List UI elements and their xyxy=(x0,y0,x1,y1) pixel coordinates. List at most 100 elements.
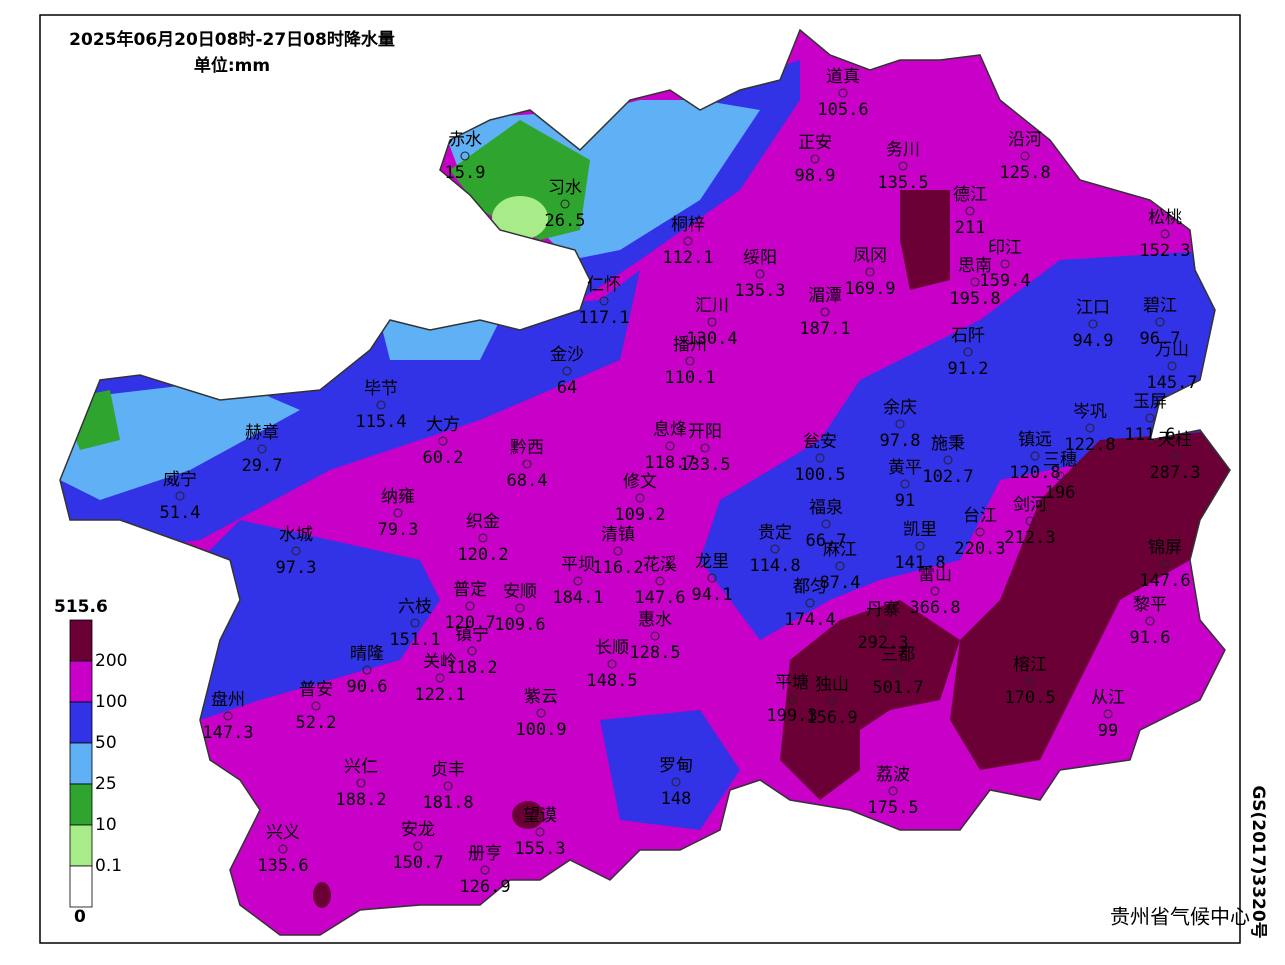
station-value: 187.1 xyxy=(799,319,850,339)
station-value: 120.8 xyxy=(1009,463,1060,483)
zone-200 xyxy=(900,190,950,290)
station-value: 181.8 xyxy=(422,793,473,813)
station-name: 黄平 xyxy=(888,458,922,478)
station-value: 52.2 xyxy=(296,713,337,733)
station-name: 沿河 xyxy=(1008,130,1042,150)
station-name: 望谟 xyxy=(523,806,557,826)
station-marker xyxy=(599,296,609,306)
station-name: 盘州 xyxy=(211,690,245,710)
station-name: 长顺 xyxy=(595,638,629,658)
station-name: 纳雍 xyxy=(381,487,415,507)
legend-level: 100 xyxy=(95,692,127,712)
station-marker xyxy=(1160,229,1170,239)
station-name: 湄潭 xyxy=(808,286,842,306)
station-marker xyxy=(1030,451,1040,461)
station-name: 丹寨 xyxy=(866,600,900,620)
station-marker xyxy=(515,603,525,613)
legend-max: 515.6 xyxy=(54,597,108,617)
station-name: 紫云 xyxy=(524,687,558,707)
station-marker xyxy=(1085,423,1095,433)
station-name: 凤冈 xyxy=(853,246,887,266)
station-marker xyxy=(700,443,710,453)
station-value: 155.3 xyxy=(514,839,565,859)
legend-swatch xyxy=(69,742,93,785)
station-value: 109.2 xyxy=(614,505,665,525)
station-value: 51.4 xyxy=(160,503,201,523)
station-value: 114.8 xyxy=(749,556,800,576)
station-name: 松桃 xyxy=(1148,208,1182,228)
legend: 515.6 200 100 50 25 10 0.1 0 xyxy=(54,597,127,927)
station-name: 雷山 xyxy=(918,565,952,585)
station-name: 施秉 xyxy=(931,434,965,454)
station-name: 汇川 xyxy=(695,296,729,316)
station-value: 212.3 xyxy=(1004,528,1055,548)
station-value: 102.7 xyxy=(922,467,973,487)
station-name: 息烽 xyxy=(653,420,687,440)
legend-swatch xyxy=(69,660,93,703)
station-marker xyxy=(835,561,845,571)
legend-level: 25 xyxy=(95,774,117,794)
station-marker xyxy=(1160,559,1170,569)
station-name: 荔波 xyxy=(876,765,910,785)
station-name: 织金 xyxy=(466,512,500,532)
station-value: 184.1 xyxy=(552,588,603,608)
station-marker xyxy=(362,665,372,675)
zone-01 xyxy=(492,196,548,240)
station-value: 159.4 xyxy=(979,271,1030,291)
station-name: 正安 xyxy=(798,133,832,153)
station-name: 赤水 xyxy=(448,130,482,150)
station-marker xyxy=(465,601,475,611)
station-name: 碧江 xyxy=(1143,296,1177,316)
legend-swatch xyxy=(69,865,93,908)
station-value: 147.6 xyxy=(1139,571,1190,591)
station-name: 仁怀 xyxy=(587,275,621,295)
station-name: 安龙 xyxy=(401,820,435,840)
station-marker xyxy=(573,576,583,586)
station-value: 141.8 xyxy=(894,553,945,573)
station-marker xyxy=(827,696,837,706)
station-value: 148 xyxy=(661,789,692,809)
station-marker xyxy=(438,436,448,446)
station-value: 97.3 xyxy=(276,558,317,578)
station-name: 江口 xyxy=(1076,298,1110,318)
station-marker xyxy=(975,527,985,537)
station-name: 岑巩 xyxy=(1073,402,1107,422)
station-name: 关岭 xyxy=(423,652,457,672)
station-name: 道真 xyxy=(826,67,860,87)
station-name: 兴义 xyxy=(266,823,300,843)
station-marker xyxy=(893,666,903,676)
station-name: 金沙 xyxy=(550,345,584,365)
station-marker xyxy=(376,400,386,410)
station-marker xyxy=(480,865,490,875)
station-marker xyxy=(1167,361,1177,371)
station-value: 94.1 xyxy=(692,585,733,605)
legend-swatch xyxy=(69,619,93,662)
station-marker xyxy=(865,267,875,277)
station-value: 174.4 xyxy=(784,610,835,630)
station-marker xyxy=(965,206,975,216)
station-name: 榕江 xyxy=(1013,655,1047,675)
station-marker xyxy=(895,419,905,429)
station-marker xyxy=(410,618,420,628)
station-value: 156.9 xyxy=(806,708,857,728)
station-value: 135.3 xyxy=(734,281,785,301)
station-marker xyxy=(635,493,645,503)
station-value: 26.5 xyxy=(545,211,586,231)
station-value: 120.2 xyxy=(457,545,508,565)
station-value: 145.7 xyxy=(1146,373,1197,393)
station-name: 播州 xyxy=(673,335,707,355)
station-marker xyxy=(755,269,765,279)
station-marker xyxy=(963,347,973,357)
station-value: 195.8 xyxy=(949,289,1000,309)
station-value: 66.7 xyxy=(806,531,847,551)
station-marker xyxy=(810,154,820,164)
station-name: 贵定 xyxy=(758,523,792,543)
station-name: 台江 xyxy=(963,506,997,526)
legend-level: 10 xyxy=(95,815,117,835)
station-marker xyxy=(1025,516,1035,526)
station-name: 德江 xyxy=(953,185,987,205)
station-name: 水城 xyxy=(279,525,313,545)
station-name: 三穗 xyxy=(1043,450,1077,470)
